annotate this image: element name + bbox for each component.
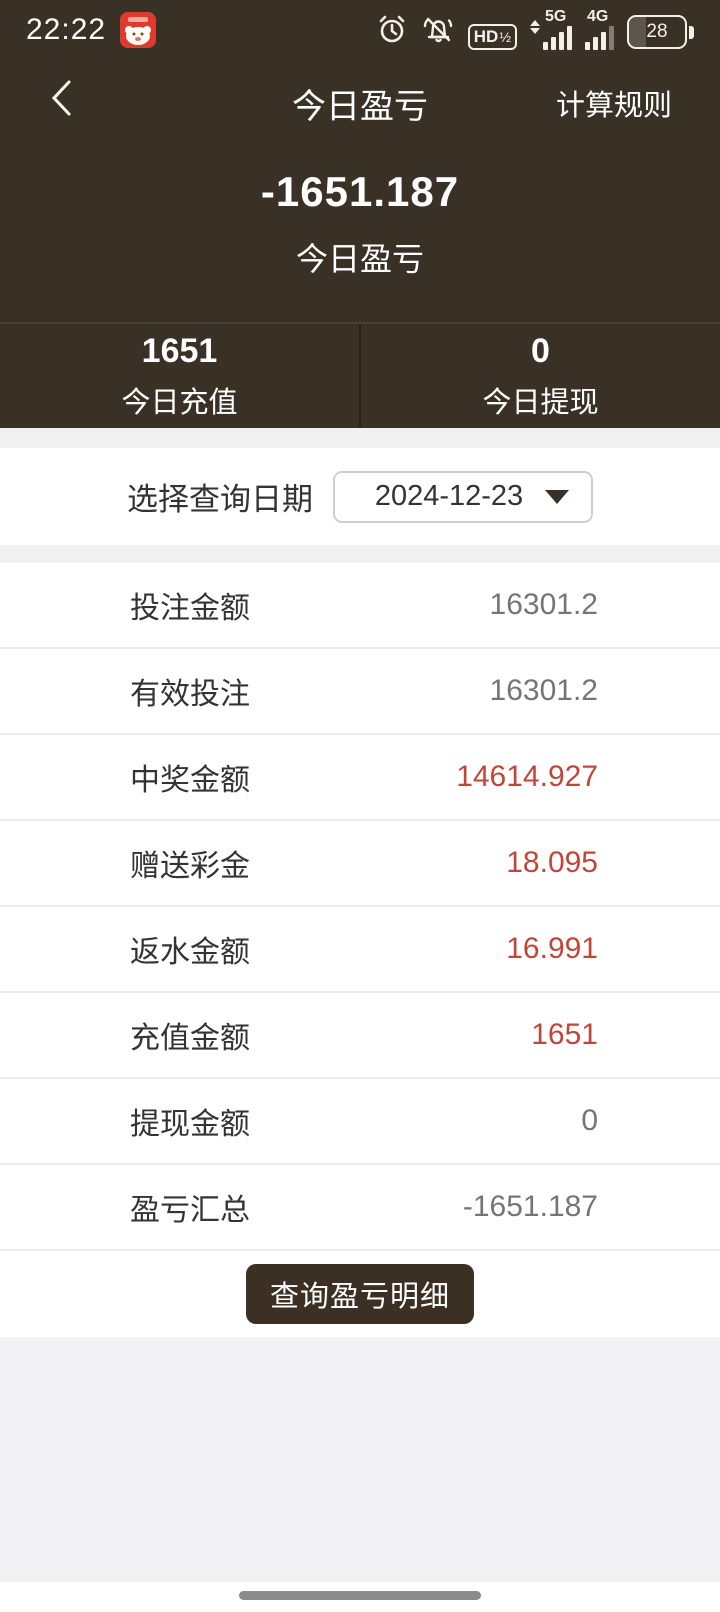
row-rebate-amount: 返水金额 16.991 [0,907,720,993]
signal-5g-icon: 5G [530,8,572,50]
row-label: 盈亏汇总 [130,1194,250,1227]
row-value: 16301.2 [489,588,598,621]
row-label: 投注金额 [130,592,250,625]
system-navigation-area [0,1582,720,1612]
page-title: 今日盈亏 [292,87,428,126]
hero-summary: -1651.187 今日盈亏 [0,168,720,280]
row-label: 充值金额 [130,1022,250,1055]
row-value: 16.991 [506,932,598,965]
status-left: 22:22 [26,12,157,48]
row-winning-amount: 中奖金额 14614.927 [0,735,720,821]
today-withdraw-label: 今日提现 [482,386,599,419]
row-deposit-amount: 充值金额 1651 [0,993,720,1079]
status-right: HD ½ 5G 4G [376,8,694,50]
back-button[interactable] [38,68,84,128]
row-bet-amount: 投注金额 16301.2 [0,563,720,649]
signal-4g-icon: 4G [585,8,614,50]
calculation-rules-link[interactable]: 计算规则 [555,90,672,122]
row-value: 18.095 [506,846,598,879]
battery-fill-level [629,17,646,47]
notification-app-icon [120,12,157,48]
summary-list: 投注金额 16301.2 有效投注 16301.2 中奖金额 14614.927… [0,563,720,1251]
battery-percent: 28 [646,21,668,42]
data-activity-arrows-icon [530,20,540,34]
row-label: 返水金额 [130,936,250,969]
home-indicator-handle[interactable] [239,1591,481,1600]
row-value: 1651 [531,1018,598,1051]
row-value: 0 [581,1104,598,1137]
row-value: -1651.187 [462,1190,598,1223]
today-withdraw-value: 0 [531,331,550,370]
caret-down-icon [545,489,569,504]
today-profit-loss-label: 今日盈亏 [295,241,424,277]
chevron-left-icon [51,80,71,116]
row-valid-bet: 有效投注 16301.2 [0,649,720,735]
row-label: 中奖金额 [130,764,250,797]
signal-bars-4g [585,26,614,50]
row-label: 赠送彩金 [130,850,250,883]
row-value: 16301.2 [489,674,598,707]
date-picker-row: 选择查询日期 2024-12-23 [0,448,720,545]
section-divider [0,545,720,563]
status-time: 22:22 [26,13,107,46]
stats-vertical-divider [359,324,361,428]
hd-voice-fraction: ½ [499,29,511,45]
stats-row: 1651 今日充值 0 今日提现 [0,322,720,428]
hd-voice-icon: HD ½ [467,24,517,50]
button-area: 查询盈亏明细 [0,1251,720,1337]
alarm-clock-icon [376,13,408,50]
row-bonus-amount: 赠送彩金 18.095 [0,821,720,907]
today-deposit-value: 1651 [141,331,218,370]
stat-today-deposit: 1651 今日充值 [0,324,359,428]
stat-today-withdraw: 0 今日提现 [361,324,720,428]
battery-icon: 28 [627,15,694,49]
today-deposit-label: 今日充值 [121,386,238,419]
query-profit-loss-detail-button[interactable]: 查询盈亏明细 [245,1264,474,1324]
today-profit-loss-amount: -1651.187 [260,168,460,215]
row-label: 有效投注 [130,678,250,711]
empty-bottom-area [0,1337,720,1582]
date-picker-value: 2024-12-23 [374,480,524,512]
row-label: 提现金额 [130,1108,250,1141]
nav-bar: 今日盈亏 计算规则 [0,60,720,146]
bell-muted-icon [421,13,455,50]
date-picker-dropdown[interactable]: 2024-12-23 [333,470,593,523]
network-type-5g-label: 5G [545,8,567,25]
hd-voice-label: HD [473,27,499,46]
signal-bars-5g [543,26,572,50]
row-withdraw-amount: 提现金额 0 [0,1079,720,1165]
row-value: 14614.927 [456,760,598,793]
section-divider [0,428,720,448]
network-type-4g-label: 4G [587,8,609,25]
row-profit-loss-total: 盈亏汇总 -1651.187 [0,1165,720,1251]
status-bar: 22:22 [0,0,720,60]
date-picker-label: 选择查询日期 [127,482,313,517]
header-section: 22:22 [0,0,720,428]
